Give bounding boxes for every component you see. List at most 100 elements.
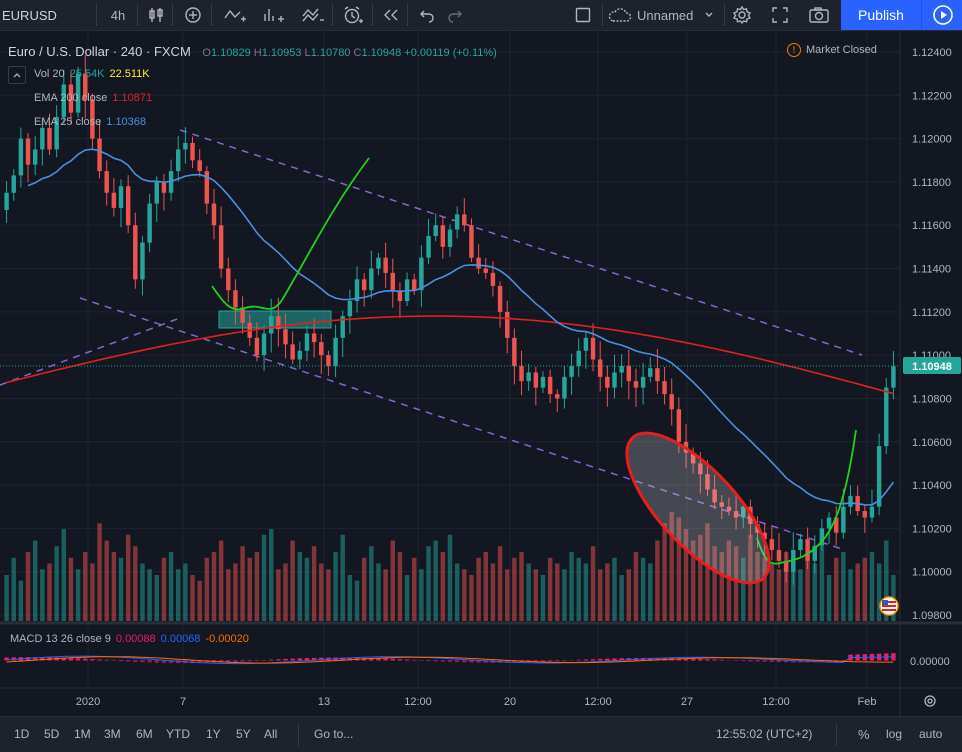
compare-button[interactable] bbox=[178, 0, 208, 30]
redo-button[interactable] bbox=[442, 0, 468, 30]
candle-body bbox=[369, 268, 374, 291]
volume-bar bbox=[512, 557, 517, 621]
financials-button[interactable] bbox=[256, 0, 290, 30]
macd-hist-bar bbox=[576, 659, 581, 661]
settings-gear-small-icon[interactable] bbox=[924, 695, 936, 707]
chart-legend-title[interactable]: Euro / U.S. Dollar · 240 · FXCM O1.10829… bbox=[8, 44, 497, 59]
candle-body bbox=[111, 192, 117, 208]
volume-bar bbox=[426, 546, 431, 621]
auto-toggle[interactable]: auto bbox=[919, 727, 943, 741]
macd-hist-bar bbox=[690, 658, 696, 661]
collapse-legend-button[interactable] bbox=[8, 66, 26, 84]
price-scale[interactable]: 1.12400 1.12200 1.12000 1.11800 1.11600 1.114… bbox=[912, 47, 952, 622]
price-tick: 1.11800 bbox=[912, 177, 951, 189]
price-tick: 1.11600 bbox=[912, 220, 951, 232]
range-button-all[interactable]: All bbox=[264, 727, 278, 741]
volume-bar bbox=[555, 563, 560, 621]
price-tick: 1.12200 bbox=[912, 90, 952, 102]
candle-body bbox=[640, 376, 646, 388]
us-flag-icon[interactable] bbox=[879, 596, 899, 616]
candle-body bbox=[769, 539, 775, 551]
time-axis[interactable]: 2020 7 13 12:00 20 12:00 27 12:00 Feb bbox=[76, 696, 877, 708]
price-chart[interactable]: 1.12400 1.12200 1.12000 1.11800 1.11600 1.114… bbox=[0, 30, 962, 716]
volume-bar bbox=[533, 569, 539, 621]
publish-button[interactable]: Publish bbox=[841, 0, 921, 30]
log-toggle[interactable]: log bbox=[886, 727, 903, 741]
indicators-button[interactable] bbox=[218, 0, 252, 30]
channel-left-line[interactable] bbox=[0, 317, 181, 386]
volume-bar bbox=[569, 552, 574, 621]
divider bbox=[372, 4, 373, 26]
candle-body bbox=[776, 550, 782, 561]
candle-body bbox=[547, 376, 553, 395]
range-button-5d[interactable]: 5D bbox=[44, 727, 60, 741]
macd-hist-bar bbox=[655, 657, 660, 661]
candle-body bbox=[562, 376, 567, 399]
candle-body bbox=[540, 376, 546, 388]
legend-macd[interactable]: MACD 13 26 close 9 0.00088 0.00068 -0.00… bbox=[10, 630, 249, 648]
candle-body bbox=[483, 268, 488, 273]
volume-bar bbox=[240, 546, 245, 621]
volume-bar bbox=[626, 569, 632, 621]
range-button-6m[interactable]: 6M bbox=[136, 727, 153, 741]
layout-name: Unnamed bbox=[637, 7, 694, 23]
interval-button[interactable]: 4h bbox=[101, 0, 135, 30]
macd-hist-value: 0.00088 bbox=[115, 633, 156, 645]
channel-lower-line[interactable] bbox=[79, 297, 846, 551]
range-button-5y[interactable]: 5Y bbox=[236, 727, 251, 741]
layout-name-button[interactable]: Unnamed bbox=[607, 0, 722, 30]
clock-label[interactable]: 12:55:02 (UTC+2) bbox=[716, 727, 813, 741]
candle-body bbox=[426, 236, 431, 258]
percent-toggle[interactable]: % bbox=[858, 727, 870, 742]
market-status[interactable]: ! Market Closed bbox=[787, 43, 877, 57]
macd-hist-bar bbox=[583, 659, 589, 661]
range-button-1m[interactable]: 1M bbox=[74, 727, 91, 741]
legend-volume[interactable]: Vol 20 25.54K 22.511K bbox=[34, 65, 150, 83]
macd-hist-bar bbox=[454, 660, 460, 663]
stream-button[interactable] bbox=[921, 0, 962, 30]
range-button-1y[interactable]: 1Y bbox=[206, 727, 221, 741]
volume-bar bbox=[154, 575, 159, 621]
volume-bar bbox=[633, 552, 639, 621]
volume-bar bbox=[648, 563, 653, 621]
ema-200-label: EMA 200 close bbox=[34, 92, 108, 104]
undo-button[interactable] bbox=[414, 0, 440, 30]
symbol-search-button[interactable]: EURUSD bbox=[0, 0, 94, 30]
goto-button[interactable]: Go to... bbox=[314, 727, 354, 741]
channel-upper-line[interactable] bbox=[179, 129, 863, 356]
macd-hist-bar bbox=[190, 660, 195, 664]
highlight-ellipse[interactable] bbox=[605, 412, 792, 604]
volume-bar bbox=[226, 569, 231, 621]
range-button-ytd[interactable]: YTD bbox=[166, 727, 190, 741]
candle-body bbox=[633, 381, 639, 388]
range-button-3m[interactable]: 3M bbox=[104, 727, 121, 741]
volume-bar bbox=[40, 569, 45, 621]
legend-ema-200[interactable]: EMA 200 close 1.10871 bbox=[34, 89, 152, 107]
candle-body bbox=[211, 203, 217, 226]
candle-body bbox=[848, 495, 853, 507]
candle-body bbox=[504, 311, 510, 338]
replay-button[interactable] bbox=[378, 0, 404, 30]
range-button-1d[interactable]: 1D bbox=[14, 727, 30, 741]
green-curve-left[interactable] bbox=[211, 157, 370, 311]
fullscreen-button[interactable] bbox=[766, 0, 794, 30]
templates-button[interactable] bbox=[296, 0, 330, 30]
alarm-clock-icon bbox=[344, 6, 363, 24]
legend-ema-25[interactable]: EMA 25 close 1.10368 bbox=[34, 113, 146, 131]
settings-button[interactable] bbox=[728, 0, 756, 30]
fullscreen-square-button[interactable] bbox=[568, 0, 598, 30]
trend-channel[interactable] bbox=[0, 129, 863, 551]
macd-hist-bar bbox=[612, 658, 617, 661]
volume-bar bbox=[605, 563, 610, 621]
macd-hist-bar bbox=[240, 660, 245, 662]
templates-icon bbox=[302, 8, 324, 22]
candle-body bbox=[876, 446, 882, 507]
snapshot-button[interactable] bbox=[804, 0, 834, 30]
candle-body bbox=[197, 160, 202, 172]
green-curve-right[interactable] bbox=[756, 429, 857, 565]
volume-bar bbox=[168, 552, 174, 621]
macd-hist-bar bbox=[154, 660, 159, 663]
alert-button[interactable] bbox=[337, 0, 369, 30]
candle-body bbox=[240, 307, 245, 323]
candle-style-button[interactable] bbox=[142, 0, 170, 30]
